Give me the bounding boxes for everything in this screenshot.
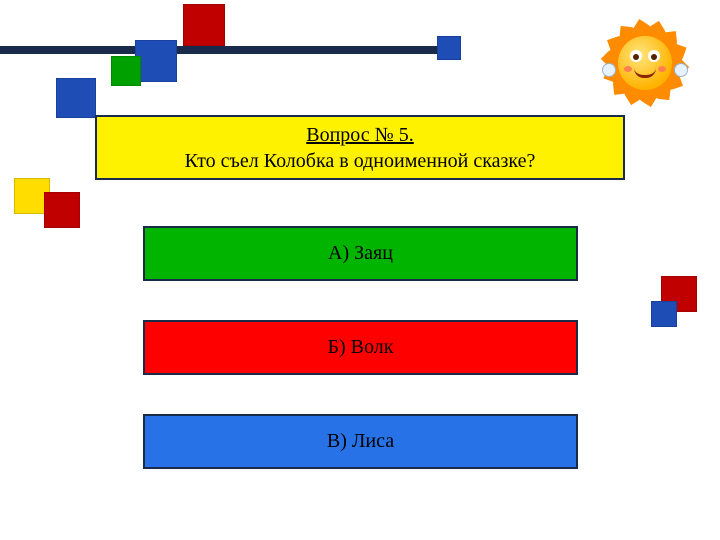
- answer-option-c[interactable]: В) Лиса: [143, 414, 578, 469]
- decor-square: [437, 36, 461, 60]
- decor-square: [183, 4, 225, 46]
- answer-label: А) Заяц: [328, 242, 393, 265]
- answer-label: Б) Волк: [328, 336, 394, 359]
- answer-label: В) Лиса: [327, 430, 394, 453]
- answer-option-b[interactable]: Б) Волк: [143, 320, 578, 375]
- sun-character-icon: [590, 8, 700, 118]
- decor-square: [44, 192, 80, 228]
- question-box: Вопрос № 5. Кто съел Колобка в одноименн…: [95, 115, 625, 180]
- decor-square: [56, 78, 96, 118]
- question-text: Кто съел Колобка в одноименной сказке?: [97, 148, 623, 174]
- decor-square: [135, 40, 177, 82]
- answer-option-a[interactable]: А) Заяц: [143, 226, 578, 281]
- decor-square: [111, 56, 141, 86]
- decor-square: [651, 301, 677, 327]
- question-title: Вопрос № 5.: [97, 122, 623, 148]
- decor-line: [0, 46, 455, 54]
